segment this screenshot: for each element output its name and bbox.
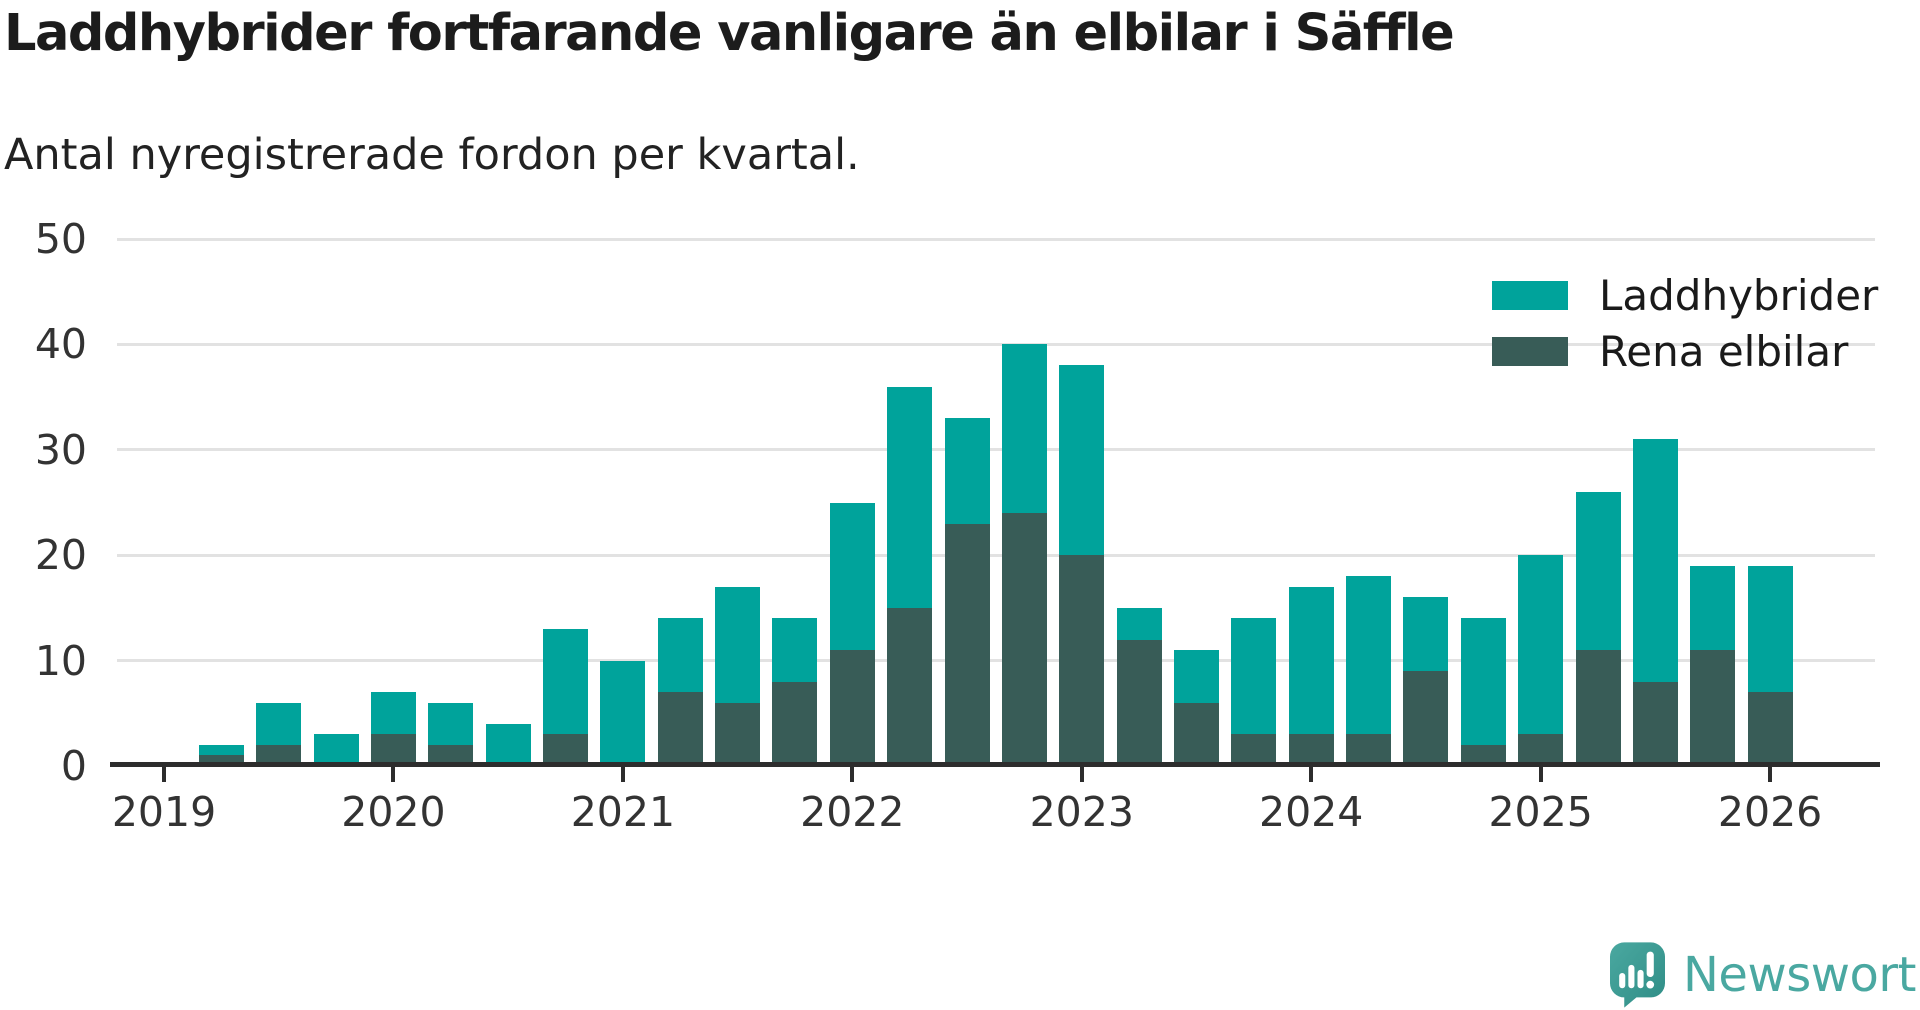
bar-segment-laddhybrider-2019Q3 xyxy=(256,702,302,745)
chart-subtitle: Antal nyregistrerade fordon per kvartal. xyxy=(4,130,860,180)
x-axis-label-2022: 2022 xyxy=(800,788,905,836)
bar-segment-rena-elbilar-2019Q2 xyxy=(198,755,244,766)
x-axis-label-2021: 2021 xyxy=(570,788,676,836)
bar-segment-rena-elbilar-2022Q4 xyxy=(1001,513,1047,766)
bar-segment-laddhybrider-2021Q1 xyxy=(600,660,646,766)
bar-segment-rena-elbilar-2019Q3 xyxy=(256,744,302,766)
bar-segment-laddhybrider-2020Q1 xyxy=(370,692,416,735)
x-axis-label-2019: 2019 xyxy=(111,788,217,836)
bar-segment-rena-elbilar-2024Q1 xyxy=(1288,734,1334,766)
legend: Laddhybrider Rena elbilar xyxy=(1492,271,1878,376)
bar-segment-laddhybrider-2025Q1 xyxy=(1518,555,1564,735)
bar-segment-laddhybrider-2024Q2 xyxy=(1346,576,1392,735)
bar-segment-rena-elbilar-2020Q4 xyxy=(543,734,589,766)
bar-segment-laddhybrider-2020Q2 xyxy=(428,702,474,745)
bar-segment-laddhybrider-2023Q2 xyxy=(1116,607,1162,640)
bar-segment-laddhybrider-2021Q4 xyxy=(772,618,818,682)
x-tick-2025 xyxy=(1538,767,1543,782)
bar-segment-rena-elbilar-2024Q4 xyxy=(1460,744,1506,766)
legend-swatch-laddhybrider xyxy=(1492,280,1568,310)
bar-segment-rena-elbilar-2023Q2 xyxy=(1116,639,1162,766)
bar-segment-laddhybrider-2020Q3 xyxy=(485,723,531,766)
gridline-y-30 xyxy=(117,448,1875,452)
x-tick-2021 xyxy=(620,767,625,782)
bar-segment-laddhybrider-2022Q3 xyxy=(944,418,990,524)
gridline-y-10 xyxy=(117,659,1875,663)
newsworthy-icon xyxy=(1610,942,1665,1008)
plot-area xyxy=(117,237,1875,766)
bar-segment-laddhybrider-2023Q4 xyxy=(1231,618,1277,735)
bar-segment-laddhybrider-2024Q3 xyxy=(1403,597,1449,672)
bar-segment-laddhybrider-2022Q1 xyxy=(829,502,875,651)
x-tick-2022 xyxy=(850,767,855,782)
bar-segment-rena-elbilar-2024Q3 xyxy=(1403,671,1449,766)
gridline-y-40 xyxy=(117,342,1875,346)
x-tick-2023 xyxy=(1079,767,1084,782)
chart-title: Laddhybrider fortfarande vanligare än el… xyxy=(4,4,1455,63)
bar-segment-rena-elbilar-2025Q2 xyxy=(1575,650,1621,766)
y-axis-label-10: 10 xyxy=(34,636,87,685)
gridline-y-50 xyxy=(117,237,1875,241)
bar-segment-laddhybrider-2023Q3 xyxy=(1173,650,1219,703)
bar-segment-rena-elbilar-2022Q2 xyxy=(887,607,933,766)
y-axis-label-50: 50 xyxy=(34,215,87,263)
bar-segment-rena-elbilar-2022Q1 xyxy=(829,650,875,766)
newsworthy-logo: Newsworthy xyxy=(1610,942,1920,1008)
x-axis-label-2026: 2026 xyxy=(1717,788,1823,836)
gridline-y-20 xyxy=(117,553,1875,557)
x-tick-2019 xyxy=(162,767,166,782)
bar-segment-rena-elbilar-2023Q1 xyxy=(1059,555,1105,766)
bar-segment-laddhybrider-2023Q1 xyxy=(1059,365,1105,556)
newsworthy-wordmark: Newsworthy xyxy=(1683,947,1920,1003)
bar-segment-rena-elbilar-2021Q4 xyxy=(772,681,818,766)
bar-segment-rena-elbilar-2025Q4 xyxy=(1690,650,1736,766)
bar-segment-laddhybrider-2025Q3 xyxy=(1632,439,1678,682)
bar-segment-laddhybrider-2024Q4 xyxy=(1460,618,1506,745)
bar-segment-laddhybrider-2025Q4 xyxy=(1690,565,1736,651)
legend-label: Rena elbilar xyxy=(1599,326,1849,376)
bar-segment-laddhybrider-2019Q2 xyxy=(198,744,244,756)
y-axis-label-40: 40 xyxy=(34,320,87,369)
x-axis-label-2023: 2023 xyxy=(1029,788,1134,836)
bar-segment-rena-elbilar-2025Q3 xyxy=(1632,681,1678,766)
legend-item-rena-elbilar: Rena elbilar xyxy=(1492,327,1878,376)
y-axis-label-20: 20 xyxy=(34,531,87,580)
bar-segment-rena-elbilar-2021Q2 xyxy=(657,692,703,766)
bar-segment-laddhybrider-2022Q2 xyxy=(887,386,933,608)
legend-item-laddhybrider: Laddhybrider xyxy=(1492,271,1878,320)
bar-segment-rena-elbilar-2021Q3 xyxy=(715,702,761,766)
bar-segment-laddhybrider-2025Q2 xyxy=(1575,491,1621,651)
x-axis-line xyxy=(110,762,1880,767)
x-tick-2020 xyxy=(391,767,396,782)
bar-segment-laddhybrider-2021Q2 xyxy=(657,618,703,693)
x-tick-2026 xyxy=(1768,767,1773,782)
x-tick-2024 xyxy=(1309,767,1314,782)
x-axis-label-2024: 2024 xyxy=(1259,788,1364,836)
bar-segment-rena-elbilar-2023Q3 xyxy=(1173,702,1219,766)
bar-segment-laddhybrider-2021Q3 xyxy=(715,586,761,703)
bar-segment-rena-elbilar-2020Q1 xyxy=(370,734,416,766)
bar-segment-rena-elbilar-2023Q4 xyxy=(1231,734,1277,766)
bar-segment-rena-elbilar-2025Q1 xyxy=(1518,734,1564,766)
x-axis-label-2020: 2020 xyxy=(341,788,446,836)
y-axis-label-30: 30 xyxy=(34,425,87,474)
bar-segment-laddhybrider-2020Q4 xyxy=(543,629,589,735)
bar-segment-laddhybrider-2019Q4 xyxy=(313,734,359,766)
bar-segment-rena-elbilar-2022Q3 xyxy=(944,523,990,766)
legend-label: Laddhybrider xyxy=(1599,270,1879,320)
legend-swatch-rena-elbilar xyxy=(1492,336,1568,366)
x-axis-label-2025: 2025 xyxy=(1488,788,1593,836)
y-axis-label-0: 0 xyxy=(60,742,87,790)
bar-segment-laddhybrider-2022Q4 xyxy=(1001,344,1047,514)
bar-segment-laddhybrider-2024Q1 xyxy=(1288,586,1334,735)
bar-segment-rena-elbilar-2020Q2 xyxy=(428,744,474,766)
bar-segment-rena-elbilar-2026Q1 xyxy=(1747,692,1793,766)
bar-segment-laddhybrider-2026Q1 xyxy=(1747,565,1793,693)
bar-segment-rena-elbilar-2024Q2 xyxy=(1346,734,1392,766)
